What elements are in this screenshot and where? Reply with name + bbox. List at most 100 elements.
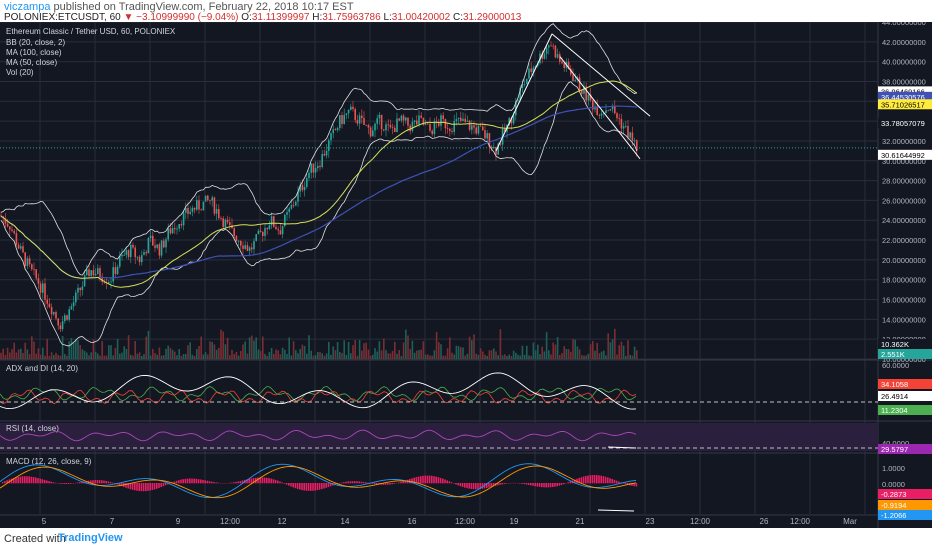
candle-body bbox=[545, 47, 548, 54]
volume-bar bbox=[396, 353, 398, 359]
adx-line bbox=[0, 372, 637, 410]
macd-histogram-bar bbox=[241, 480, 244, 484]
macd-histogram-bar bbox=[351, 481, 354, 484]
macd-histogram-bar bbox=[455, 483, 457, 485]
volume-bar bbox=[266, 355, 268, 359]
macd-histogram-bar bbox=[35, 477, 37, 484]
candle-body bbox=[334, 129, 337, 131]
volume-bar bbox=[90, 352, 92, 359]
volume-bar bbox=[77, 340, 79, 359]
volume-bar bbox=[81, 349, 84, 359]
macd-histogram-bar bbox=[345, 481, 347, 484]
volume-bar bbox=[440, 344, 442, 359]
volume-bar bbox=[567, 349, 570, 359]
candle-body bbox=[429, 124, 431, 131]
volume-bar bbox=[0, 352, 2, 359]
volume-bar bbox=[202, 354, 205, 359]
macd-histogram-bar bbox=[98, 480, 101, 484]
candle-body bbox=[504, 129, 506, 132]
volume-bar bbox=[86, 352, 88, 359]
y-tick-label: 18.00000000 bbox=[882, 276, 926, 285]
volume-bar bbox=[17, 349, 20, 359]
macd-histogram-bar bbox=[567, 482, 569, 484]
macd-histogram-bar bbox=[503, 483, 506, 484]
candle-body bbox=[196, 200, 198, 210]
volume-bar bbox=[240, 350, 242, 359]
macd-histogram-bar bbox=[173, 481, 176, 484]
macd-histogram-bar bbox=[59, 483, 61, 484]
macd-histogram-bar bbox=[120, 483, 123, 487]
candle-body bbox=[350, 106, 352, 110]
candle-body bbox=[185, 208, 187, 213]
volume-bar bbox=[94, 351, 97, 359]
volume-bar bbox=[475, 353, 477, 359]
candle-body bbox=[200, 209, 202, 211]
candle-body bbox=[110, 281, 112, 283]
volume-bar bbox=[466, 353, 469, 359]
candle-body bbox=[158, 244, 161, 256]
y-tick-label: 42.00000000 bbox=[882, 38, 926, 47]
volume-bar bbox=[189, 342, 191, 359]
candle-body bbox=[473, 125, 475, 128]
volume-bar bbox=[176, 355, 178, 359]
macd-histogram-bar bbox=[527, 483, 530, 485]
candle-body bbox=[66, 315, 68, 320]
candle-body bbox=[288, 208, 290, 213]
candle-body bbox=[332, 129, 334, 134]
chart-footer: Created with TradingView bbox=[0, 528, 932, 550]
candle-body bbox=[297, 191, 299, 202]
volume-bar bbox=[523, 354, 526, 359]
low-label: L: bbox=[383, 12, 392, 23]
volume-tag-label: 10.362K bbox=[881, 340, 909, 349]
macd-histogram-bar bbox=[534, 483, 536, 487]
candle-body bbox=[383, 129, 385, 131]
macd-histogram-bar bbox=[211, 481, 213, 484]
volume-bar bbox=[64, 353, 66, 359]
macd-histogram-bar bbox=[151, 483, 154, 491]
macd-histogram-bar bbox=[373, 483, 376, 485]
adx-value-label: 26.4914 bbox=[881, 392, 908, 401]
macd-line bbox=[0, 463, 637, 499]
volume-bar bbox=[323, 355, 326, 359]
macd-histogram-bar bbox=[193, 478, 195, 484]
volume-bar bbox=[581, 355, 583, 359]
y-tick-label: 24.00000000 bbox=[882, 216, 926, 225]
candle-body bbox=[204, 195, 207, 202]
chart-canvas[interactable]: 44.00000000 42.00000000 40.00000000 38.0000… bbox=[0, 22, 932, 528]
volume-bar bbox=[424, 354, 427, 359]
volume-bar bbox=[354, 339, 356, 359]
volume-bar bbox=[411, 340, 414, 359]
macd-histogram-bar bbox=[442, 478, 444, 484]
candle-body bbox=[440, 115, 442, 126]
macd-histogram-bar bbox=[235, 481, 237, 484]
candle-body bbox=[273, 216, 275, 227]
adx-value-label: 34.1058 bbox=[881, 380, 908, 389]
volume-bar bbox=[207, 354, 209, 359]
tradingview-logo[interactable]: TradingView bbox=[58, 532, 123, 544]
volume-bar bbox=[253, 340, 255, 359]
volume-bar bbox=[286, 353, 288, 359]
macd-histogram-bar bbox=[257, 477, 259, 484]
candle-body bbox=[622, 126, 625, 129]
macd-histogram-bar bbox=[268, 478, 270, 484]
x-tick-label: 5 bbox=[42, 517, 47, 526]
macd-histogram-bar bbox=[530, 483, 532, 486]
volume-bar bbox=[444, 355, 447, 359]
candles bbox=[0, 41, 638, 333]
candle-body bbox=[48, 303, 51, 308]
candle-body bbox=[389, 124, 392, 128]
volume-bar bbox=[83, 350, 86, 359]
author-link[interactable]: viczampa bbox=[4, 1, 51, 13]
candle-body bbox=[130, 244, 132, 258]
macd-histogram-bar bbox=[189, 478, 191, 484]
macd-histogram-bar bbox=[52, 482, 55, 484]
volume-bar bbox=[299, 348, 301, 359]
candle-body bbox=[123, 254, 125, 256]
macd-histogram-bar bbox=[499, 483, 501, 485]
candle-body bbox=[145, 252, 147, 254]
candle-body bbox=[361, 115, 363, 119]
volume-bar bbox=[15, 352, 18, 359]
candle-body bbox=[442, 115, 444, 120]
volume-bar bbox=[303, 346, 306, 359]
candle-body bbox=[310, 163, 312, 173]
